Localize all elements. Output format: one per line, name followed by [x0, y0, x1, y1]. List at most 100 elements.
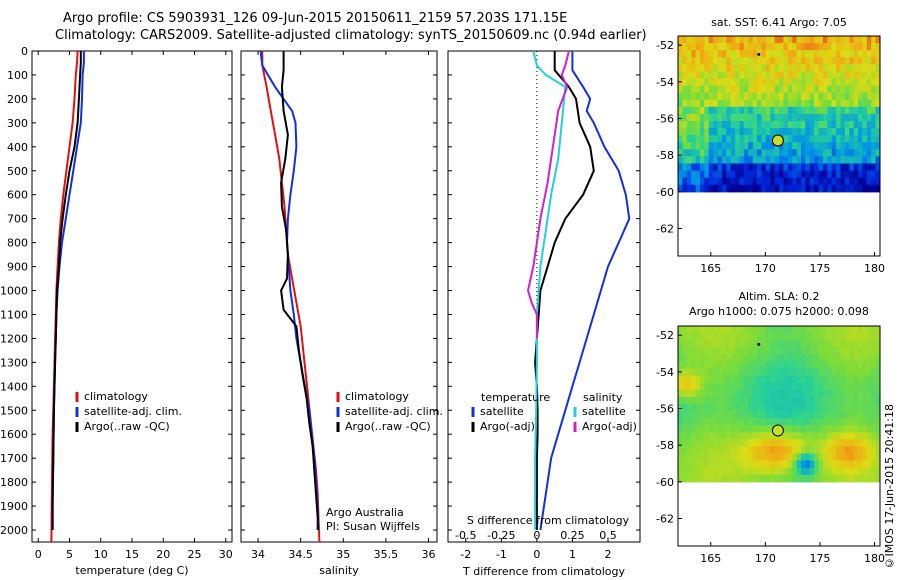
map-cell: [853, 382, 859, 391]
map-cell: [779, 64, 784, 72]
map-cell: [721, 106, 727, 115]
map-cell: [849, 43, 855, 51]
map-cell: [752, 432, 758, 440]
map-cell: [840, 85, 846, 94]
map-cell: [822, 340, 828, 348]
map-cell: [866, 453, 872, 462]
map-cell: [765, 43, 771, 51]
map-cell: [822, 113, 828, 122]
map-cell: [730, 446, 736, 454]
map-cell: [840, 389, 846, 398]
map-cell: [840, 375, 846, 384]
map-cell: [818, 57, 824, 65]
map-cell: [849, 149, 855, 157]
difference-xlabel: T difference from climatology: [462, 565, 625, 578]
map-cell: [686, 425, 692, 433]
map-cell: [796, 453, 802, 462]
map-cell: [743, 156, 749, 164]
map-cell: [770, 333, 776, 341]
map-cell: [831, 113, 837, 122]
map-cell: [831, 432, 837, 440]
map-cell: [717, 50, 723, 58]
map-cell: [713, 106, 718, 115]
map-cell: [783, 142, 789, 150]
map-cell: [779, 453, 784, 462]
map-cell: [787, 382, 793, 391]
map-cell: [853, 403, 859, 412]
map-cell: [700, 149, 705, 157]
map-cell: [770, 99, 776, 108]
map-cell: [686, 411, 692, 419]
map-cell: [801, 439, 806, 447]
map-cell: [774, 106, 780, 115]
map-cell: [796, 467, 802, 476]
map-cell: [770, 460, 776, 469]
map-cell: [748, 135, 754, 143]
map-cell: [761, 156, 767, 164]
map-cell: [708, 340, 714, 348]
map-cell: [844, 382, 850, 391]
map-cell: [752, 184, 758, 193]
map-cell: [844, 474, 850, 483]
map-cell: [836, 177, 841, 186]
map-cell: [844, 99, 850, 108]
map-cell: [765, 418, 771, 426]
map-cell: [708, 432, 714, 440]
map-cell: [840, 446, 846, 454]
map-cell: [735, 170, 740, 179]
map-cell: [748, 149, 754, 157]
difference-xtick-label: -2: [460, 548, 471, 561]
map-cell: [735, 64, 740, 72]
map-cell: [844, 411, 850, 419]
legend-title: temperature: [481, 391, 550, 404]
map-cell: [831, 142, 837, 150]
map-cell: [849, 333, 855, 341]
map-cell: [748, 425, 754, 433]
map-cell: [735, 460, 740, 469]
map-cell: [875, 474, 881, 483]
map-cell: [805, 121, 811, 129]
map-cell: [735, 446, 740, 454]
map-cell: [779, 375, 784, 384]
map-cell: [686, 432, 692, 440]
map-cell: [801, 135, 806, 143]
map-cell: [708, 184, 714, 193]
map-cell: [787, 57, 793, 65]
map-cell: [827, 446, 833, 454]
map-cell: [792, 396, 798, 405]
map-cell: [805, 106, 811, 115]
map-cell: [721, 396, 727, 405]
map-cell: [761, 375, 767, 384]
map-cell: [796, 340, 802, 348]
map-cell: [743, 142, 749, 150]
map-cell: [735, 425, 740, 433]
map-cell: [770, 361, 776, 369]
map-cell: [862, 474, 868, 483]
map-cell: [801, 382, 806, 391]
map-cell: [704, 135, 710, 143]
map-cell: [691, 347, 697, 355]
map-cell: [717, 460, 723, 469]
map-cell: [717, 106, 723, 115]
map-cell: [844, 432, 850, 440]
map-cell: [743, 411, 749, 419]
map-cell: [858, 354, 863, 362]
map-cell: [761, 432, 767, 440]
map-cell: [726, 57, 732, 65]
temperature-xtick-label: 20: [156, 548, 170, 561]
map-cell: [765, 411, 771, 419]
map-cell: [691, 36, 697, 44]
map-cell: [691, 78, 697, 87]
map-cell: [875, 71, 881, 79]
map-cell: [704, 149, 710, 157]
argo-position-marker: [771, 134, 784, 147]
map-cell: [735, 354, 740, 362]
map-cell: [695, 446, 701, 454]
map-cell: [678, 184, 683, 193]
map-cell: [836, 92, 841, 101]
map-cell: [743, 340, 749, 348]
map-cell: [805, 57, 811, 65]
map-cell: [739, 446, 745, 454]
map-cell: [836, 106, 841, 115]
map-cell: [700, 354, 705, 362]
